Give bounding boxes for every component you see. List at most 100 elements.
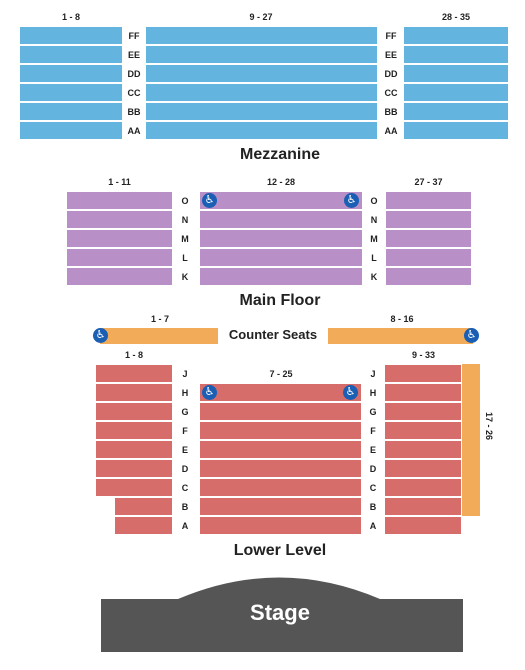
lower-right-row-g[interactable]: [385, 403, 461, 420]
mezz-center-row-cc[interactable]: [146, 84, 377, 101]
mezz-center-row-dd[interactable]: [146, 65, 377, 82]
lower-center-range: 7 - 25: [269, 369, 293, 379]
row-label: DD: [127, 69, 141, 79]
mezz-center-row-ee[interactable]: [146, 46, 377, 63]
lower-right-row-d[interactable]: [385, 460, 461, 477]
row-label: D: [369, 464, 377, 474]
main-right-row-l[interactable]: [386, 249, 471, 266]
mezz-right-row-ff[interactable]: [404, 27, 508, 44]
lower-left-row-b[interactable]: [115, 498, 172, 515]
main-right-row-k[interactable]: [386, 268, 471, 285]
lower-side-section[interactable]: [462, 364, 480, 516]
row-label: B: [369, 502, 377, 512]
main-left-row-n[interactable]: [67, 211, 172, 228]
lower-center-row-a[interactable]: [200, 517, 361, 534]
main-center-range: 12 - 28: [266, 177, 296, 187]
lower-center-row-h[interactable]: [200, 384, 361, 401]
main-left-row-o[interactable]: [67, 192, 172, 209]
main-center-row-l[interactable]: [200, 249, 362, 266]
mezz-right-row-aa[interactable]: [404, 122, 508, 139]
row-label: D: [181, 464, 189, 474]
lower-level-title: Lower Level: [233, 542, 327, 559]
main-left-row-k[interactable]: [67, 268, 172, 285]
stage-label: Stage: [250, 600, 310, 625]
lower-left-row-f[interactable]: [96, 422, 172, 439]
lower-center-row-g[interactable]: [200, 403, 361, 420]
row-label: CC: [127, 88, 141, 98]
main-right-row-o[interactable]: [386, 192, 471, 209]
mezz-center-row-bb[interactable]: [146, 103, 377, 120]
lower-right-row-a[interactable]: [385, 517, 461, 534]
mezz-center-row-ff[interactable]: [146, 27, 377, 44]
lower-center-row-e[interactable]: [200, 441, 361, 458]
lower-left-row-h[interactable]: [96, 384, 172, 401]
lower-right-row-e[interactable]: [385, 441, 461, 458]
mezz-left-row-aa[interactable]: [20, 122, 122, 139]
lower-center-row-b[interactable]: [200, 498, 361, 515]
wheelchair-icon: ♿: [202, 385, 217, 400]
wheelchair-icon: ♿: [344, 193, 359, 208]
mezz-left-row-ee[interactable]: [20, 46, 122, 63]
lower-right-row-h[interactable]: [385, 384, 461, 401]
lower-left-row-j[interactable]: [96, 365, 172, 382]
lower-left-row-g[interactable]: [96, 403, 172, 420]
main-floor-title: Main Floor: [239, 292, 321, 309]
lower-center-row-d[interactable]: [200, 460, 361, 477]
row-label: C: [181, 483, 189, 493]
row-label: L: [182, 253, 188, 263]
row-label: M: [181, 234, 189, 244]
main-center-row-n[interactable]: [200, 211, 362, 228]
row-label: F: [182, 426, 188, 436]
main-left-row-l[interactable]: [67, 249, 172, 266]
lower-left-row-d[interactable]: [96, 460, 172, 477]
lower-left-row-e[interactable]: [96, 441, 172, 458]
row-label: EE: [384, 50, 397, 60]
row-label: BB: [127, 107, 141, 117]
row-label: E: [181, 445, 188, 455]
row-label: F: [370, 426, 376, 436]
counter-right-section[interactable]: [328, 328, 473, 344]
main-center-row-o[interactable]: [200, 192, 362, 209]
mezz-right-row-cc[interactable]: [404, 84, 508, 101]
counter-left-section[interactable]: [100, 328, 218, 344]
row-label: G: [369, 407, 377, 417]
lower-left-row-a[interactable]: [115, 517, 172, 534]
lower-right-row-f[interactable]: [385, 422, 461, 439]
main-right-row-n[interactable]: [386, 211, 471, 228]
main-left-row-m[interactable]: [67, 230, 172, 247]
wheelchair-icon: ♿: [343, 385, 358, 400]
lower-right-row-j[interactable]: [385, 365, 461, 382]
mezz-left-row-dd[interactable]: [20, 65, 122, 82]
lower-right-row-b[interactable]: [385, 498, 461, 515]
row-label: AA: [384, 126, 398, 136]
mezz-center-row-aa[interactable]: [146, 122, 377, 139]
row-label: K: [181, 272, 189, 282]
row-label: N: [181, 215, 189, 225]
lower-center-row-f[interactable]: [200, 422, 361, 439]
wheelchair-icon: ♿: [93, 328, 108, 343]
row-label: DD: [384, 69, 398, 79]
row-label: H: [369, 388, 377, 398]
row-label: G: [181, 407, 189, 417]
row-label: H: [181, 388, 189, 398]
mezz-left-row-cc[interactable]: [20, 84, 122, 101]
main-center-row-k[interactable]: [200, 268, 362, 285]
mezz-right-row-dd[interactable]: [404, 65, 508, 82]
counter-left-range: 1 - 7: [150, 314, 169, 324]
lower-left-row-c[interactable]: [96, 479, 172, 496]
row-label: K: [370, 272, 378, 282]
mezz-left-range: 1 - 8: [61, 12, 80, 22]
main-center-row-m[interactable]: [200, 230, 362, 247]
mezz-left-row-bb[interactable]: [20, 103, 122, 120]
row-label: J: [370, 369, 376, 379]
mezz-left-row-ff[interactable]: [20, 27, 122, 44]
wheelchair-icon: ♿: [464, 328, 479, 343]
mezz-right-row-bb[interactable]: [404, 103, 508, 120]
lower-center-row-c[interactable]: [200, 479, 361, 496]
lower-right-row-c[interactable]: [385, 479, 461, 496]
row-label: J: [182, 369, 188, 379]
counter-right-range: 8 - 16: [390, 314, 414, 324]
mezz-right-row-ee[interactable]: [404, 46, 508, 63]
main-right-row-m[interactable]: [386, 230, 471, 247]
row-label: A: [369, 521, 377, 531]
